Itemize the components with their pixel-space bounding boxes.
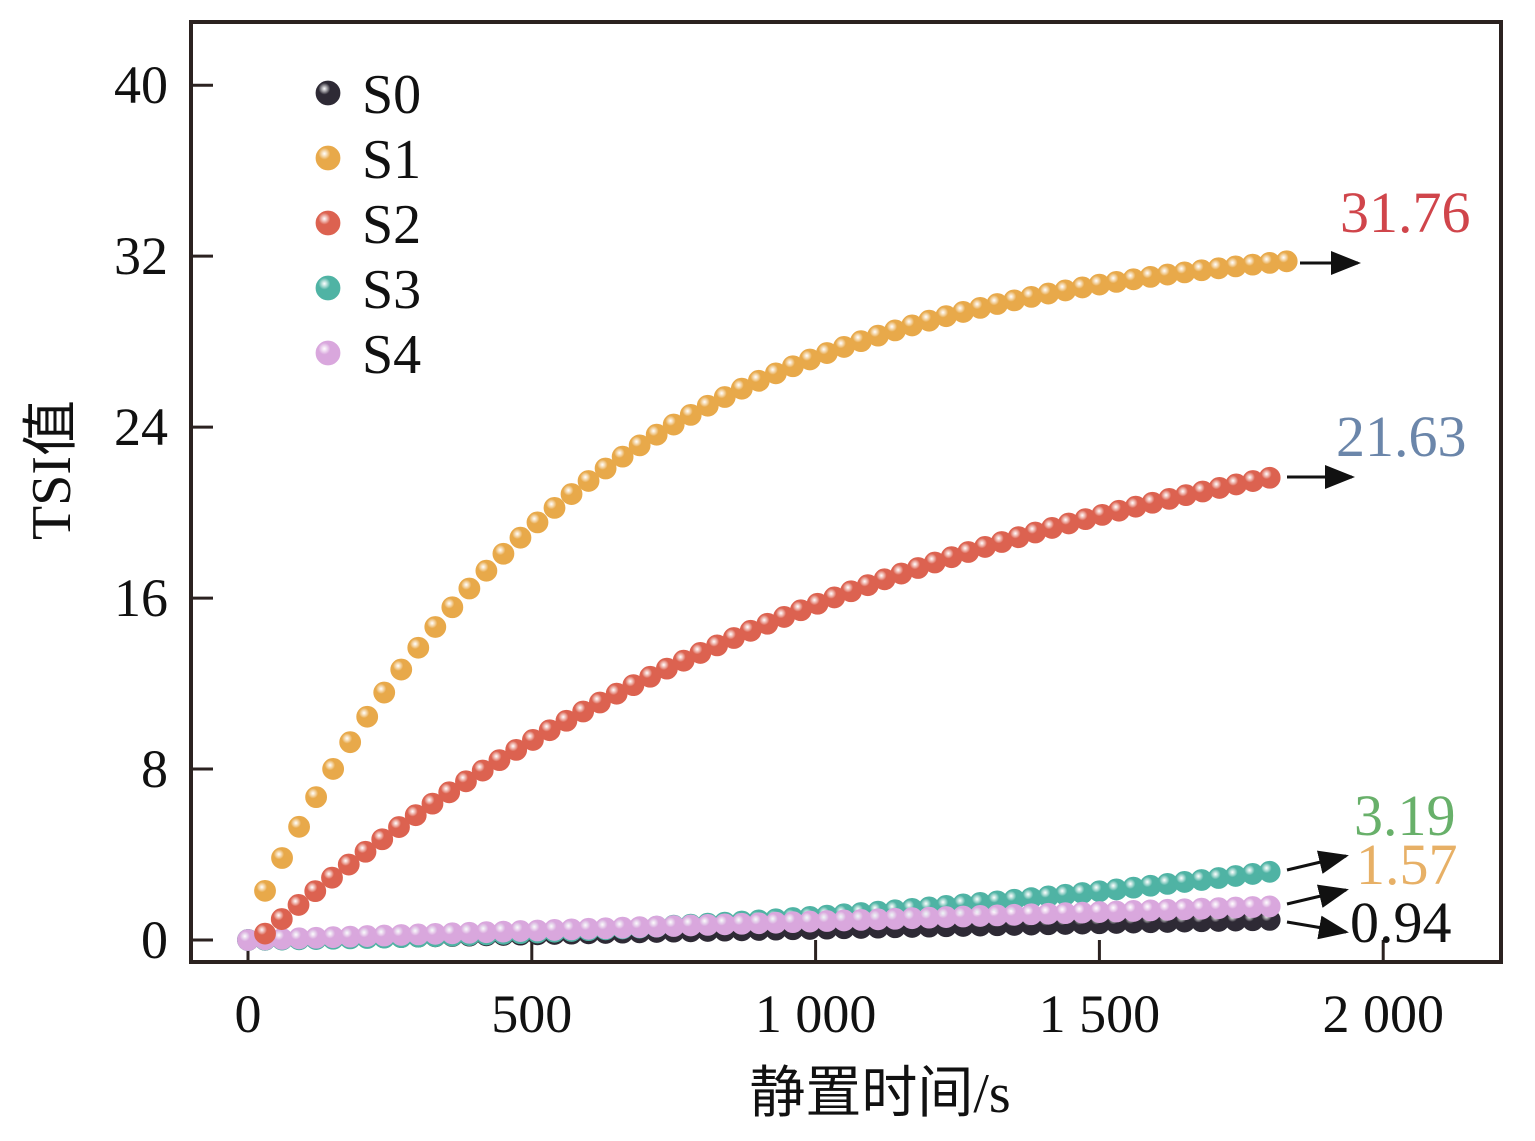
annotation-arrow [1286, 915, 1349, 940]
data-point [337, 853, 360, 876]
data-point [526, 511, 549, 534]
legend-label: S2 [362, 194, 421, 256]
data-point [471, 759, 494, 782]
y-axis-title: TSI值 [21, 400, 83, 540]
y-tick-label: 40 [114, 55, 168, 115]
data-point [522, 729, 544, 751]
data-point [662, 413, 685, 436]
data-point [304, 880, 327, 903]
x-tick-label: 1 000 [755, 984, 877, 1044]
data-point [438, 781, 461, 804]
annotation-label: 21.63 [1336, 404, 1467, 469]
annotation-arrow [1286, 850, 1349, 874]
data-point [475, 559, 498, 582]
data-point [373, 681, 396, 704]
data-point [421, 792, 444, 815]
data-point [492, 542, 515, 565]
x-tick-label: 2 000 [1322, 984, 1444, 1044]
data-point [354, 840, 377, 863]
y-tick-label: 32 [114, 226, 168, 286]
data-point [628, 434, 651, 457]
data-point [1275, 250, 1298, 273]
data-point [271, 847, 293, 869]
data-point [509, 526, 532, 549]
legend-label: S0 [362, 64, 421, 126]
data-point [254, 879, 276, 902]
annotation-label: 3.19 [1354, 783, 1456, 848]
annotation-label: 31.76 [1340, 180, 1471, 245]
y-tick-label: 24 [114, 397, 168, 457]
legend-label: S4 [362, 324, 421, 386]
data-point [505, 738, 528, 761]
data-point [371, 828, 394, 851]
data-point [388, 816, 410, 838]
legend-marker [315, 210, 341, 236]
data-point [287, 894, 310, 916]
data-point [390, 658, 413, 681]
y-tick-label: 8 [141, 739, 168, 799]
data-point [577, 470, 600, 492]
data-point [594, 457, 617, 480]
data-point [458, 577, 481, 600]
annotation-layer: 31.76 21.63 3.191.570.94 [1286, 180, 1471, 955]
data-point [404, 804, 427, 827]
y-axis: 0 8 16 24 32 40 [114, 55, 213, 970]
data-point [424, 616, 447, 638]
data-point [321, 866, 343, 889]
data-point [645, 423, 668, 446]
data-point [538, 719, 561, 742]
series-s2 [254, 466, 1281, 945]
x-axis-title: 静置时间/s [749, 1063, 1010, 1125]
legend-label: S3 [362, 259, 421, 321]
annotation-label: 1.57 [1356, 832, 1458, 897]
data-point [572, 700, 595, 723]
data-point [555, 709, 578, 732]
data-point [322, 758, 345, 780]
data-point [254, 922, 276, 945]
plot-frame [189, 20, 1503, 964]
data-point [270, 908, 293, 930]
y-tick-label: 16 [114, 568, 168, 628]
legend-marker [315, 145, 341, 171]
annotation-label: 0.94 [1350, 890, 1452, 955]
x-axis: 0 500 1 000 1 500 2 000 [235, 940, 1444, 1044]
legend-marker [315, 340, 341, 366]
data-point [1258, 860, 1281, 883]
x-tick-label: 0 [235, 984, 262, 1044]
data-point [560, 483, 583, 505]
data-point [1258, 895, 1281, 918]
data-point [679, 403, 702, 426]
x-tick-label: 1 500 [1039, 984, 1161, 1044]
data-point [407, 636, 430, 659]
y-tick-label: 0 [141, 910, 168, 970]
series-layer [237, 250, 1298, 951]
legend-marker [315, 275, 341, 301]
data-point [488, 749, 511, 772]
legend-label: S1 [362, 129, 421, 191]
legend-marker [315, 80, 341, 106]
data-point [611, 445, 634, 468]
data-point [339, 731, 362, 754]
series-s1 [254, 250, 1298, 902]
data-point [455, 770, 477, 793]
data-point [288, 815, 310, 838]
data-point [1258, 466, 1281, 489]
data-point [305, 786, 328, 809]
data-point [543, 496, 566, 519]
data-point [356, 705, 379, 728]
data-point [441, 596, 464, 619]
annotation-arrow [1286, 884, 1349, 908]
x-tick-label: 500 [491, 984, 572, 1044]
